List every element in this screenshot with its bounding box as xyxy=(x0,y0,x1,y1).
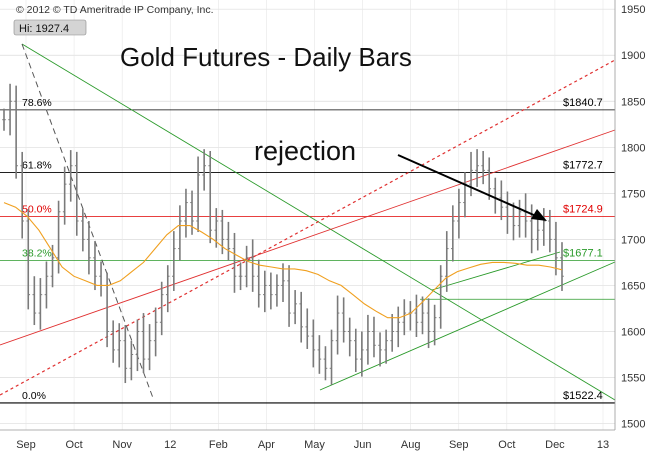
x-tick-label: Oct xyxy=(66,439,83,451)
x-tick-label: Feb xyxy=(209,439,228,451)
fib-pct-label: 0.0% xyxy=(22,390,46,402)
x-tick-label: Oct xyxy=(498,439,515,451)
fib-levels: 78.6% $1840.7 61.8% $1772.7 50.0% $1724.9 38.2… xyxy=(0,97,615,404)
svg-text:Hi: 1927.4: Hi: 1927.4 xyxy=(19,23,69,35)
x-tick-label: Sep xyxy=(16,439,36,451)
y-tick-label: 1500 xyxy=(621,419,645,431)
y-tick-label: 1800 xyxy=(621,142,645,154)
y-tick-label: 1850 xyxy=(621,96,645,108)
y-tick-label: 1950 xyxy=(621,4,645,16)
x-tick-label: Jun xyxy=(354,439,372,451)
moving-average-line xyxy=(3,202,563,319)
fib-value-label: $1677.1 xyxy=(563,247,603,259)
axes: 1500 1550 1600 1650 1700 1750 1800 1850 1900 1950… xyxy=(0,0,645,451)
copyright-text: © 2012 © TD Ameritrade IP Company, Inc. xyxy=(16,4,214,16)
x-tick-label: Nov xyxy=(112,439,132,451)
x-tick-label: Aug xyxy=(401,439,421,451)
trend-line xyxy=(319,261,616,391)
hi-label: Hi: 1927.4 xyxy=(13,19,87,36)
fib-value-label: $1522.4 xyxy=(563,390,603,402)
fib-pct-label: 78.6% xyxy=(22,97,52,109)
fib-pct-label: 50.0% xyxy=(22,203,52,215)
fib-value-label: $1772.7 xyxy=(563,159,603,171)
y-tick-label: 1900 xyxy=(621,50,645,62)
y-tick-label: 1600 xyxy=(621,326,645,338)
x-tick-label: Apr xyxy=(258,439,275,451)
x-tick-label: 12 xyxy=(164,439,176,451)
chart-title: Gold Futures - Daily Bars xyxy=(120,42,412,72)
rejection-arrow-line xyxy=(397,154,537,217)
x-tick-label: Dec xyxy=(545,439,565,451)
x-tick-label: 13 xyxy=(597,439,609,451)
y-tick-label: 1550 xyxy=(621,373,645,385)
fib-pct-label: 61.8% xyxy=(22,159,52,171)
trend-line xyxy=(431,251,561,291)
rejection-annotation: rejection xyxy=(254,136,356,166)
fib-value-label: $1840.7 xyxy=(563,97,603,109)
fib-value-label: $1724.9 xyxy=(563,203,603,215)
rejection-arrow-head xyxy=(531,209,547,221)
y-tick-label: 1750 xyxy=(621,188,645,200)
x-tick-label: Sep xyxy=(449,439,469,451)
trend-lines xyxy=(0,43,616,401)
x-tick-label: May xyxy=(304,439,325,451)
price-bars xyxy=(2,83,564,385)
trend-line xyxy=(21,43,154,399)
fib-pct-label: 38.2% xyxy=(22,247,52,259)
trend-line xyxy=(0,129,616,346)
trend-line xyxy=(0,59,616,396)
y-tick-label: 1700 xyxy=(621,234,645,246)
y-tick-label: 1650 xyxy=(621,280,645,292)
